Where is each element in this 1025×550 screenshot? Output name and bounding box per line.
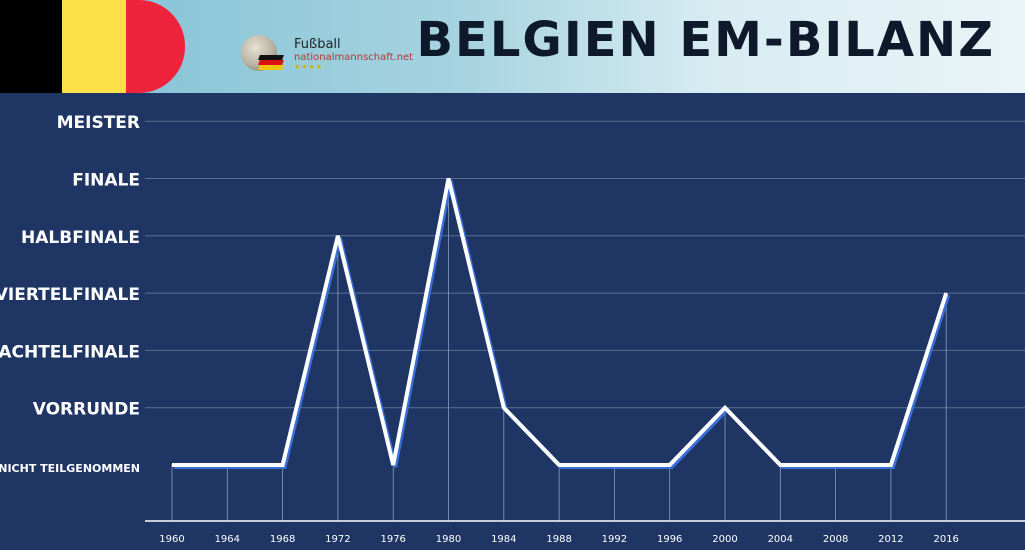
x-tick-label: 1968 — [270, 534, 295, 545]
y-axis-labels: NICHT TEILGENOMMEN VORRUNDE ACHTELFINALE VI… — [0, 113, 140, 475]
x-tick-label: 1988 — [546, 534, 571, 545]
page-title: BELGIEN EM-BILANZ — [416, 12, 995, 68]
data-point — [337, 235, 339, 237]
data-point — [890, 464, 892, 466]
x-tick-label: 1996 — [657, 534, 682, 545]
y-tick-label: ACHTELFINALE — [0, 342, 140, 362]
x-tick-label: 1984 — [491, 534, 516, 545]
belgium-flag-icon — [0, 0, 185, 93]
flag-stripe-black — [0, 0, 62, 93]
logo-title: Fußball — [294, 37, 341, 52]
x-tick-label: 2008 — [823, 534, 848, 545]
x-tick-label: 2012 — [878, 534, 903, 545]
series-shadow — [174, 180, 951, 469]
line-chart: NICHT TEILGENOMMEN VORRUNDE ACHTELFINALE VI… — [0, 113, 1025, 545]
data-point — [503, 407, 505, 409]
x-tick-label: 1972 — [325, 534, 350, 545]
series-belgien — [171, 178, 951, 469]
data-point — [392, 464, 394, 466]
data-point — [613, 464, 615, 466]
y-tick-label: MEISTER — [57, 113, 140, 133]
data-point — [226, 464, 228, 466]
y-tick-label: VORRUNDE — [33, 400, 140, 420]
data-point — [448, 178, 449, 179]
y-tick-label: VIERTELFINALE — [0, 285, 140, 305]
y-tick-label: HALBFINALE — [21, 228, 140, 248]
data-point — [558, 464, 560, 466]
chart-drop-lines — [171, 178, 947, 521]
x-tick-label: 1964 — [215, 534, 240, 545]
data-point — [282, 464, 284, 466]
logo-url: nationalmannschaft.net — [294, 52, 414, 63]
header-banner: Fußball nationalmannschaft.net ★★★★ BELG… — [0, 0, 1025, 93]
data-point — [779, 464, 781, 466]
x-axis-labels: 1960 1964 1968 1972 1976 1980 1984 1988 1992 1996… — [159, 534, 959, 545]
football-logo-icon — [241, 35, 284, 71]
y-tick-label: FINALE — [72, 171, 140, 191]
x-tick-label: 2000 — [712, 534, 737, 545]
data-point — [669, 464, 671, 466]
data-point — [835, 464, 837, 466]
series-line — [172, 178, 949, 467]
x-tick-label: 1960 — [159, 534, 184, 545]
flag-stripe-yellow — [62, 0, 126, 93]
y-tick-label: NICHT TEILGENOMMEN — [0, 462, 140, 475]
x-tick-label: 1976 — [380, 534, 405, 545]
x-tick-label: 2004 — [768, 534, 793, 545]
chart-gridlines — [145, 120, 1025, 409]
flag-stripe-red — [126, 0, 185, 93]
x-tick-label: 2016 — [933, 534, 958, 545]
logo-stars: ★★★★ — [294, 63, 324, 71]
data-point — [724, 407, 726, 409]
x-tick-label: 1992 — [602, 534, 627, 545]
data-point — [171, 464, 173, 466]
x-tick-label: 1980 — [436, 534, 461, 545]
data-point — [945, 292, 947, 294]
